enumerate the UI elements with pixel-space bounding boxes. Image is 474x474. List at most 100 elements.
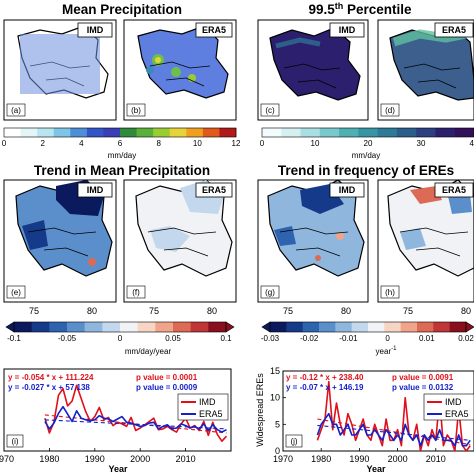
panel-label-j: (j) [290, 437, 297, 446]
pvalue-imd: p value = 0.0091 [392, 373, 454, 382]
timeseries-panel-i: y = -0.054 * x + 111.224 p value = 0.000… [0, 368, 232, 474]
colorbar-swatch [281, 128, 301, 137]
colorbar-tick-label: 10 [311, 139, 320, 148]
colorbar-swatch [351, 322, 369, 332]
y-tick-label: 15 [270, 366, 280, 376]
colorbar-extend-low [5, 321, 15, 333]
colorbar-swatch [416, 128, 436, 137]
title-mean-precip: Mean Precipitation [62, 2, 182, 17]
colorbar-swatch [302, 322, 320, 332]
x-tick-label: 2010 [426, 454, 446, 464]
colorbar-tick-label: 2 [40, 139, 45, 148]
colorbar-swatch [400, 322, 418, 332]
colorbar-tick-label: 0 [2, 139, 7, 148]
map-label-era5: ERA5 [442, 185, 466, 195]
map-panel-d: ERA5 (d) [377, 19, 474, 121]
panel-label-g: (g) [265, 288, 275, 297]
colorbar-swatch [396, 128, 417, 137]
map-panel-g: IMD (g) [257, 179, 369, 303]
x-tick-label: 1990 [349, 454, 369, 464]
colorbar-swatch [202, 128, 220, 137]
colorbar-swatch [67, 322, 86, 332]
colorbar-swatch [377, 128, 398, 137]
colorbar-tick-label: 0.05 [165, 334, 181, 343]
map-label-imd: IMD [87, 185, 104, 195]
colorbar-tick-label: 0 [385, 334, 390, 343]
equation-era5: y = -0.027 * x + 57.138 [8, 383, 90, 392]
colorbar-tick-label: 20 [364, 139, 373, 148]
colorbar-swatch [102, 322, 121, 332]
colorbar-tick-label: -0.02 [300, 334, 319, 343]
y-tick-label: 5 [275, 419, 280, 429]
panel-label-b: (b) [131, 106, 141, 115]
colorbar-swatch [435, 128, 456, 137]
colorbar-swatch [319, 128, 340, 137]
colorbar-swatch [339, 128, 359, 137]
y-axis-label: Widespread EREs [255, 373, 265, 447]
map-label-era5: ERA5 [202, 185, 226, 195]
colorbar-swatch [155, 322, 174, 332]
colorbar-extend-high [465, 321, 474, 333]
colorbar-swatch [270, 322, 287, 332]
pvalue-era5: p value = 0.0132 [392, 383, 454, 392]
colorbar-swatch [368, 322, 385, 332]
x-axis-label: Year [366, 464, 386, 474]
timeseries-panel-j: 0 5 10 15 Widespread EREs y = -0.12 * x + 2… [255, 366, 474, 474]
colorbar-tick-label: 12 [232, 139, 241, 148]
colorbar-swatch [190, 322, 209, 332]
lon-tick: 80 [461, 306, 471, 316]
colorbar-mean-unit: mm/day [108, 151, 136, 160]
region-outline [269, 27, 361, 101]
colorbar-swatch [31, 322, 50, 332]
legend: IMD ERA5 [177, 393, 229, 421]
equation-imd: y = -0.12 * x + 238.40 [286, 373, 364, 382]
colorbar-tick-label: 6 [118, 139, 123, 148]
map-label-imd: IMD [87, 25, 104, 35]
x-tick-label: 1970 [273, 454, 293, 464]
colorbar-swatch [358, 128, 379, 137]
colorbar-tick-label: 0.01 [419, 334, 435, 343]
colorbar-extend-low [261, 321, 271, 333]
colorbar-tick-label: 40 [470, 139, 474, 148]
colorbar-swatch [335, 322, 353, 332]
colorbar-swatch [37, 128, 55, 137]
colorbar-tick-label: 8 [156, 139, 161, 148]
colorbar-swatch [262, 128, 282, 137]
title-percentile: 99.5th Percentile [308, 1, 412, 17]
colorbar-tick-label: -0.1 [7, 334, 21, 343]
colorbar-swatch [454, 128, 474, 137]
map-label-imd: IMD [339, 25, 356, 35]
y-tick-label: 10 [270, 393, 280, 403]
colorbar-swatch [153, 128, 171, 137]
map-label-era5: ERA5 [202, 25, 226, 35]
trend-line-era5 [44, 419, 227, 430]
colorbar-tick-label: 0 [260, 139, 265, 148]
x-axis-label: Year [108, 464, 128, 474]
colorbar-swatch [186, 128, 204, 137]
x-tick-label: 1980 [311, 454, 331, 464]
colorbar-swatch [169, 128, 187, 137]
x-tick-label: 1970 [0, 454, 14, 464]
map-panel-e: IMD (e) [3, 179, 117, 303]
lon-tick: 75 [29, 306, 39, 316]
lon-ticks: 75 80 75 80 75 80 75 80 [29, 306, 471, 316]
series-line-era5 [316, 412, 471, 447]
colorbar-tick-label: 4 [79, 139, 84, 148]
title-trend-freq: Trend in frequency of EREs [278, 163, 454, 178]
colorbar-swatch [300, 128, 321, 137]
colorbar-percentile-unit: mm/day [352, 151, 380, 160]
region-outline [137, 25, 229, 99]
colorbar-swatch [49, 322, 68, 332]
colorbar-tick-label: -0.01 [339, 334, 358, 343]
panel-label-h: (h) [385, 288, 395, 297]
colorbar-swatch [286, 322, 304, 332]
panel-label-a: (a) [11, 106, 21, 115]
pvalue-imd: p value = 0.0001 [136, 373, 198, 382]
legend-label-era5: ERA5 [199, 409, 223, 419]
colorbar-swatch [86, 128, 104, 137]
colorbar-swatch [319, 322, 336, 332]
colorbar-trend-mean: -0.1 -0.05 0 0.05 0.1 [5, 321, 235, 343]
trend-line-era5 [317, 424, 471, 441]
colorbar-tick-label: -0.05 [58, 334, 77, 343]
